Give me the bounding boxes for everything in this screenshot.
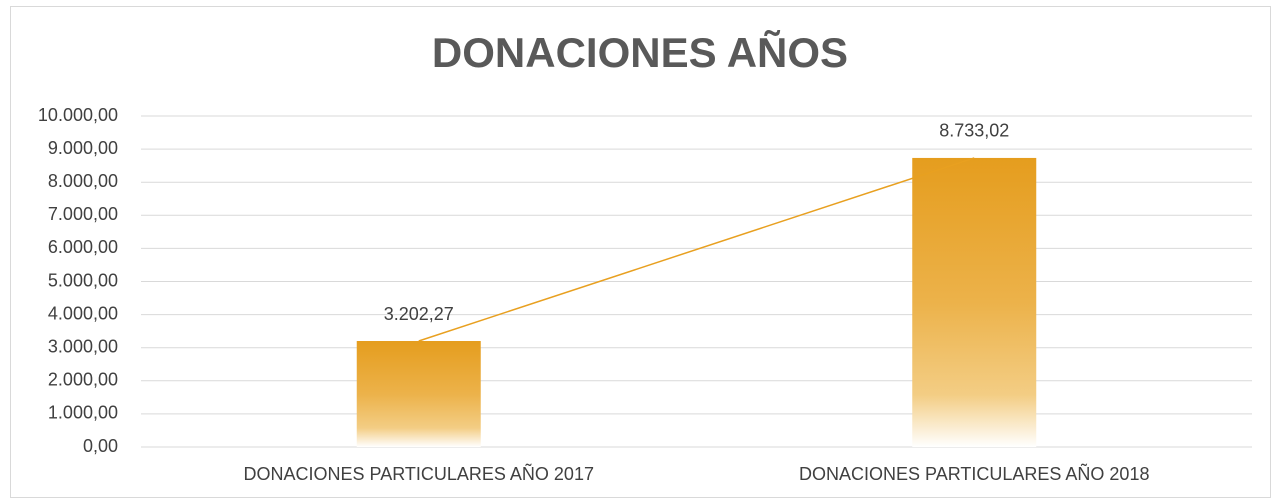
data-label: 3.202,27 [384, 304, 454, 324]
y-tick-label: 3.000,00 [48, 336, 118, 356]
y-tick-label: 0,00 [83, 436, 118, 456]
bar [356, 341, 481, 447]
x-tick-label: DONACIONES PARTICULARES AÑO 2018 [799, 463, 1149, 484]
chart-title: DONACIONES AÑOS [432, 29, 848, 76]
y-tick-label: 6.000,00 [48, 237, 118, 257]
y-tick-label: 8.000,00 [48, 171, 118, 191]
y-tick-label: 1.000,00 [48, 403, 118, 423]
x-tick-label: DONACIONES PARTICULARES AÑO 2017 [244, 463, 594, 484]
y-tick-label: 7.000,00 [48, 204, 118, 224]
overlay-line [418, 157, 975, 342]
y-tick-label: 10.000,00 [38, 105, 118, 125]
y-tick-label: 4.000,00 [48, 303, 118, 323]
bar [912, 157, 1037, 447]
y-tick-label: 9.000,00 [48, 138, 118, 158]
y-tick-label: 5.000,00 [48, 270, 118, 290]
data-label: 8.733,02 [939, 121, 1009, 141]
y-tick-label: 2.000,00 [48, 370, 118, 390]
chart-border [10, 6, 1271, 498]
